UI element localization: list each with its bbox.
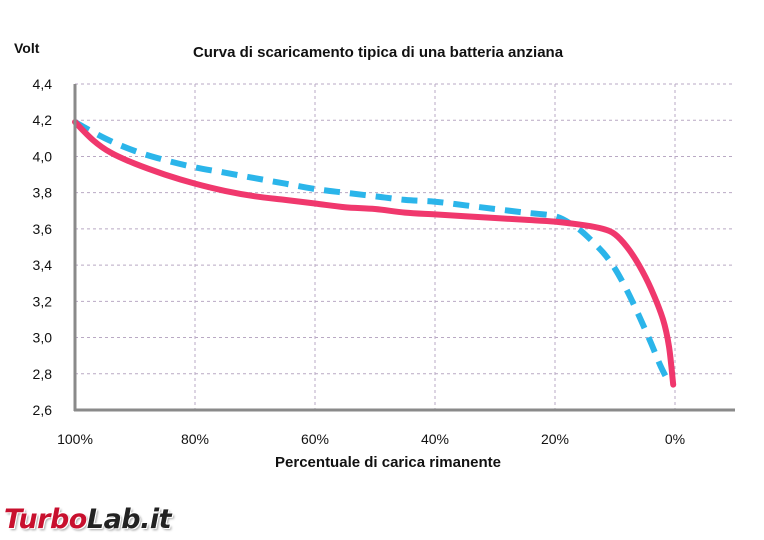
turbolab-watermark-logo: TurboLab.it: [4, 504, 172, 535]
x-tick-label: 20%: [541, 431, 569, 447]
series-line-solid: [72, 119, 677, 388]
x-tick-label: 0%: [665, 431, 685, 447]
y-axis-label: Volt: [14, 40, 40, 56]
logo-part-turbo: Turbo: [4, 504, 87, 535]
grid-lines: [75, 83, 735, 410]
x-tick-label: 60%: [301, 431, 329, 447]
logo-part-lab: Lab.it: [86, 504, 172, 535]
series-line-dashed: [73, 119, 672, 385]
y-tick-label: 3,4: [33, 257, 53, 273]
chart-title: Curva di scaricamento tipica di una batt…: [193, 44, 564, 61]
axes: [73, 84, 735, 412]
x-tick-label: 100%: [57, 431, 93, 447]
x-tick-label: 40%: [421, 431, 449, 447]
tick-labels: 2,6 2,8 3,0 3,2 3,4 3,6 3,8 4,0 4,2 4,4 100% 80% 60%…: [33, 76, 686, 447]
y-tick-label: 3,8: [33, 185, 53, 201]
y-tick-label: 3,2: [33, 293, 53, 309]
x-axis-label: Percentuale di carica rimanente: [275, 454, 501, 471]
y-tick-label: 3,6: [33, 221, 53, 237]
y-tick-label: 4,4: [33, 76, 53, 92]
y-tick-label: 4,2: [33, 112, 53, 128]
y-tick-label: 2,8: [33, 366, 53, 382]
x-tick-label: 80%: [181, 431, 209, 447]
data-series: [72, 119, 677, 388]
y-tick-label: 4,0: [33, 148, 53, 164]
y-tick-label: 2,6: [33, 402, 53, 418]
y-tick-label: 3,0: [33, 330, 53, 346]
